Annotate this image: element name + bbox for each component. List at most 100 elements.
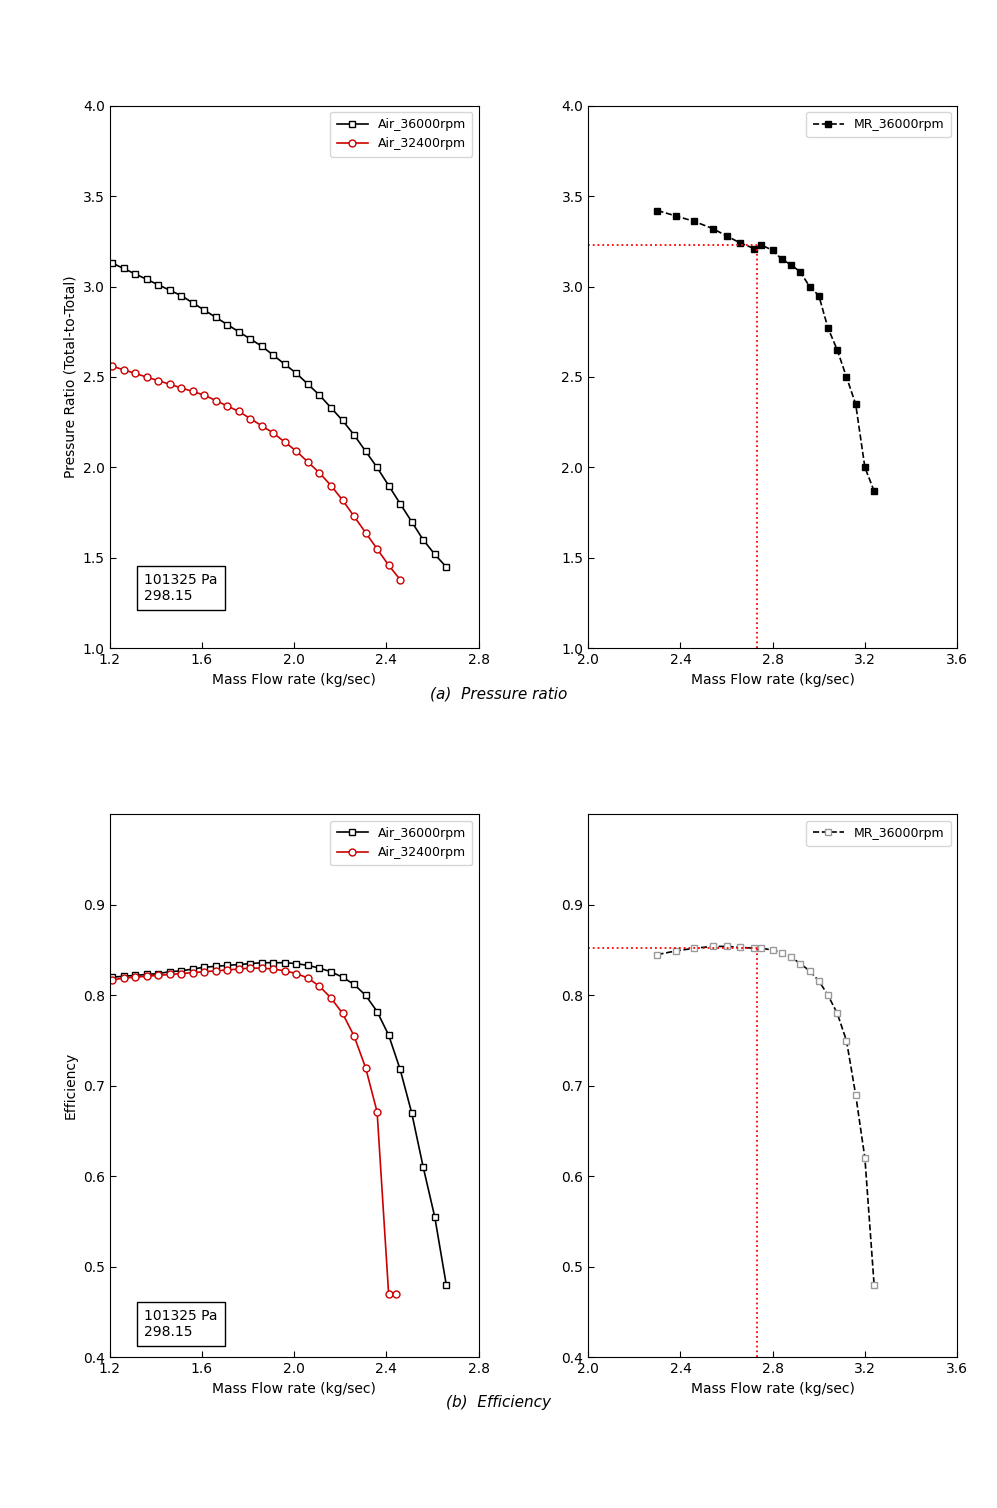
Air_32400rpm [118,970,130,988]
Air_36000rpm [348,425,360,443]
Air_32400rpm [141,368,153,386]
MR_36000rpm [721,938,733,956]
Air_32400rpm [106,357,118,375]
Air_36000rpm [441,558,453,576]
X-axis label: Mass Flow rate (kg/sec): Mass Flow rate (kg/sec) [212,673,376,686]
MR_36000rpm [767,941,779,959]
Air_36000rpm [267,953,279,971]
Air_36000rpm [164,280,175,299]
Air_32400rpm [244,410,256,428]
Air_32400rpm [175,965,187,983]
Air_36000rpm [198,302,210,320]
Air_36000rpm [325,398,337,416]
Air_32400rpm [267,424,279,442]
Air_32400rpm [244,959,256,977]
Air_36000rpm [394,495,406,513]
Air_36000rpm [406,513,418,531]
Legend: MR_36000rpm: MR_36000rpm [807,112,951,137]
MR_36000rpm [831,341,843,359]
MR_36000rpm [858,1149,870,1167]
Air_36000rpm [118,967,130,985]
MR_36000rpm [804,962,816,980]
Air_32400rpm [360,523,372,541]
Air_36000rpm [290,365,302,383]
Air_36000rpm [313,386,325,404]
MR_36000rpm [804,277,816,296]
MR_36000rpm [776,250,788,268]
X-axis label: Mass Flow rate (kg/sec): Mass Flow rate (kg/sec) [691,673,854,686]
Air_36000rpm [209,308,221,326]
Air_36000rpm [279,953,291,971]
Air_36000rpm [360,442,372,460]
Air_36000rpm [383,477,395,495]
Air_36000rpm [441,1276,453,1294]
Air_32400rpm [279,433,291,451]
Air_36000rpm [360,986,372,1004]
Line: MR_36000rpm: MR_36000rpm [654,942,877,1288]
Air_36000rpm [302,956,314,974]
Air_32400rpm [256,416,268,434]
Air_36000rpm [164,962,175,980]
Air_36000rpm [141,270,153,288]
Air_32400rpm [267,961,279,979]
Line: MR_36000rpm: MR_36000rpm [654,207,877,495]
MR_36000rpm [858,458,870,477]
Air_36000rpm [406,1104,418,1122]
Air_36000rpm [290,955,302,973]
MR_36000rpm [688,213,700,231]
Air_36000rpm [417,1158,429,1176]
Air_36000rpm [221,315,233,333]
MR_36000rpm [748,240,760,258]
Air_36000rpm [256,953,268,971]
Air_32400rpm [371,540,383,558]
Air_36000rpm [232,956,245,974]
Air_32400rpm [164,375,175,394]
Legend: Air_36000rpm, Air_32400rpm: Air_36000rpm, Air_32400rpm [330,112,473,157]
MR_36000rpm [670,207,682,225]
MR_36000rpm [735,938,747,956]
Air_36000rpm [302,375,314,394]
Air_36000rpm [129,967,141,985]
MR_36000rpm [813,287,825,305]
Air_32400rpm [383,1285,395,1303]
MR_36000rpm [721,226,733,244]
Air_32400rpm [232,403,245,421]
MR_36000rpm [651,946,663,964]
Air_36000rpm [141,965,153,983]
MR_36000rpm [688,939,700,958]
Air_32400rpm [313,977,325,995]
Air_36000rpm [417,531,429,549]
Air_36000rpm [256,338,268,356]
Air_32400rpm [279,962,291,980]
Air_32400rpm [209,392,221,410]
Air_36000rpm [337,412,349,430]
MR_36000rpm [785,949,797,967]
Legend: Air_36000rpm, Air_32400rpm: Air_36000rpm, Air_32400rpm [330,820,473,866]
Line: Air_36000rpm: Air_36000rpm [109,259,450,570]
Air_32400rpm [302,452,314,470]
Air_32400rpm [129,365,141,383]
Air_32400rpm [313,464,325,483]
X-axis label: Mass Flow rate (kg/sec): Mass Flow rate (kg/sec) [212,1381,376,1395]
MR_36000rpm [735,234,747,252]
Y-axis label: Efficiency: Efficiency [63,1053,77,1119]
MR_36000rpm [840,368,852,386]
MR_36000rpm [831,1004,843,1022]
Air_32400rpm [302,970,314,988]
Air_36000rpm [153,276,165,294]
MR_36000rpm [707,938,719,956]
Air_32400rpm [360,1059,372,1077]
Line: Air_36000rpm: Air_36000rpm [109,959,450,1288]
MR_36000rpm [755,939,767,958]
Air_32400rpm [290,442,302,460]
MR_36000rpm [776,944,788,962]
Air_32400rpm [325,989,337,1007]
Air_36000rpm [394,1060,406,1078]
Air_36000rpm [106,968,118,986]
Line: Air_32400rpm: Air_32400rpm [109,965,399,1297]
Air_36000rpm [209,958,221,976]
Air_32400rpm [371,1102,383,1120]
Air_32400rpm [106,971,118,989]
Air_32400rpm [198,962,210,980]
MR_36000rpm [748,939,760,958]
